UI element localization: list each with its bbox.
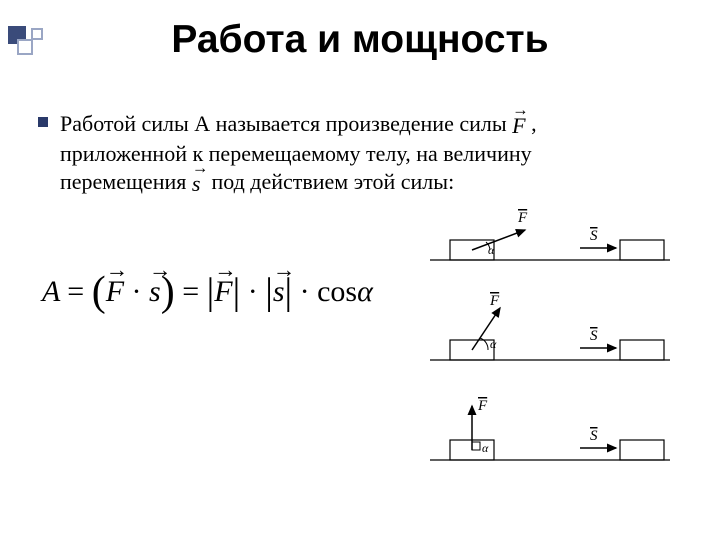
d3-F: F [477,398,488,414]
para-comma: , [531,111,537,136]
para-part3b: под действием этой силы: [211,169,454,194]
para-part3a: перемещения [60,169,192,194]
f-cos: cos [317,275,357,308]
f-bar3: | [265,271,273,313]
f-lp: ( [92,269,106,315]
slide-title: Работа и мощность [0,18,720,62]
f-eq2: = [182,275,206,308]
force-diagrams: α F S α F S α F [430,200,680,485]
f-s1: s [149,275,161,309]
d1-F: F [517,210,528,226]
inline-s-vector: s [192,170,201,198]
definition-paragraph: Работой силы А называется произведение с… [60,110,537,198]
d2-S: S [590,328,598,344]
inline-F-vector: F [512,112,525,140]
corner-decoration [8,26,58,73]
f-s2: s [273,275,285,309]
bullet-icon [38,117,48,127]
f-F1: F [106,275,124,309]
d3-S: S [590,428,598,444]
diagram-3: α F S [430,398,670,460]
f-F2: F [214,275,232,309]
d3-alpha: α [482,441,489,455]
work-formula: A = (F · s) = |F| · |s| · cosα [42,268,373,316]
f-eq1: = [67,275,91,308]
f-dot2: · [248,275,266,308]
d1-alpha: α [488,243,495,257]
diagram-1: α F S [430,210,670,260]
para-part2: приложенной к перемещаемому телу, на вел… [60,141,532,166]
diagram-2: α F S [430,293,670,360]
d2-alpha: α [490,337,497,351]
f-dot3: · [300,275,318,308]
d1-S: S [590,228,598,244]
para-part1: Работой силы А называется произведение с… [60,111,512,136]
f-A: A [42,275,60,308]
body-text: Работой силы А называется произведение с… [38,110,678,198]
d2-F: F [489,293,500,309]
f-alpha: α [357,275,373,308]
